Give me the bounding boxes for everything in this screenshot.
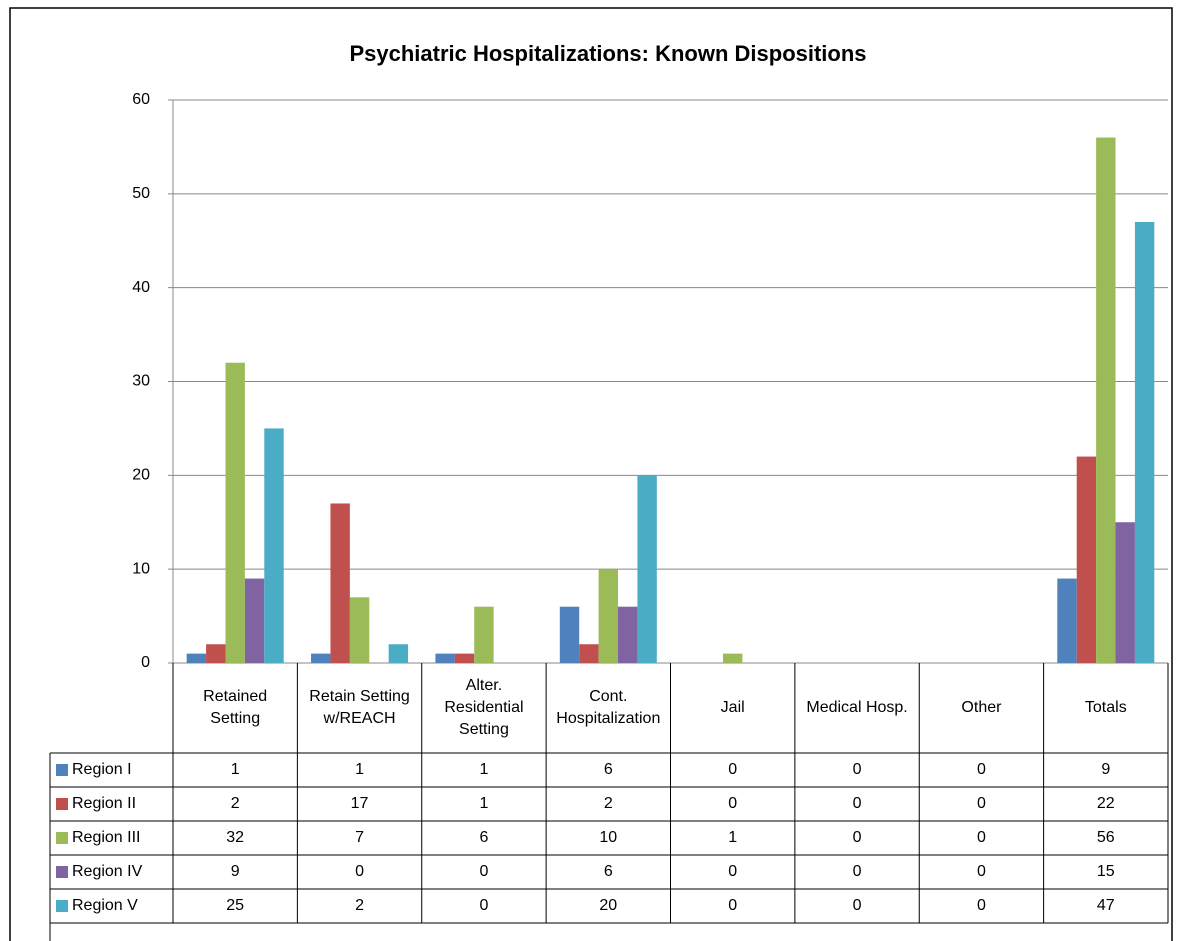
x-tick-label: Other (961, 699, 1002, 716)
bar (264, 428, 284, 663)
table-value: 6 (604, 761, 613, 778)
table-value: 1 (231, 761, 240, 778)
table-value: 0 (479, 897, 488, 914)
legend-label: Region II (72, 795, 136, 812)
table-value: 0 (728, 795, 737, 812)
x-tick-label: Totals (1084, 699, 1127, 716)
table-value: 0 (728, 897, 737, 914)
table-value: 0 (853, 795, 862, 812)
legend-swatch (56, 832, 68, 844)
bar (1115, 522, 1135, 663)
x-tick-label: Alter. Residential Setting (444, 677, 524, 738)
table-value: 0 (977, 795, 986, 812)
bar (579, 644, 599, 663)
table-value: 1 (728, 829, 737, 846)
y-tick-label: 0 (141, 654, 150, 671)
bar (598, 569, 619, 663)
table-value: 25 (226, 897, 244, 914)
table-value: 6 (604, 863, 613, 880)
bar (206, 644, 226, 663)
table-value: 9 (1101, 761, 1110, 778)
bar (474, 606, 494, 663)
table-value: 0 (977, 897, 986, 914)
y-tick-label: 20 (132, 467, 150, 484)
x-tick-label: Retain Setting w/REACH (309, 688, 410, 727)
legend-swatch (56, 764, 68, 776)
table-value: 1 (479, 795, 488, 812)
table-value: 0 (728, 863, 737, 880)
legend-swatch (56, 900, 68, 912)
bar (618, 606, 638, 663)
y-tick-label: 10 (132, 560, 150, 577)
table-value: 0 (977, 863, 986, 880)
bar (186, 653, 207, 663)
bar (225, 362, 245, 663)
y-tick-label: 60 (132, 91, 150, 108)
bar (637, 475, 657, 663)
table-value: 0 (479, 863, 488, 880)
chart-title: Psychiatric Hospitalizations: Known Disp… (349, 41, 866, 66)
chart-border (9, 7, 1173, 941)
y-tick-label: 30 (132, 373, 150, 390)
table-value: 7 (355, 829, 364, 846)
bar (1134, 221, 1155, 663)
x-tick-label: Jail (720, 699, 745, 716)
bar (1057, 578, 1077, 663)
table-value: 0 (977, 829, 986, 846)
bar (435, 653, 455, 663)
table-value: 0 (853, 897, 862, 914)
table-value: 9 (231, 863, 240, 880)
bar (454, 653, 475, 663)
legend-label: Region IV (72, 863, 143, 880)
legend-label: Region I (72, 761, 132, 778)
table-value: 0 (355, 863, 364, 880)
table-value: 17 (351, 795, 369, 812)
bar (311, 653, 331, 663)
table-value: 10 (599, 829, 617, 846)
legend-swatch (56, 866, 68, 878)
x-tick-label: Retained Setting (203, 688, 268, 727)
table-value: 1 (479, 761, 488, 778)
table-value: 6 (479, 829, 488, 846)
legend-label: Region III (72, 829, 140, 846)
bar (722, 653, 743, 663)
bar (1096, 137, 1116, 664)
bar (559, 606, 580, 663)
table-value: 0 (853, 761, 862, 778)
x-tick-label: Medical Hosp. (806, 699, 908, 716)
table-value: 2 (355, 897, 364, 914)
table-value: 20 (599, 897, 617, 914)
bar (1076, 456, 1097, 663)
table-value: 2 (604, 795, 613, 812)
y-tick-label: 40 (132, 279, 150, 296)
table-value: 0 (977, 761, 986, 778)
table-value: 1 (355, 761, 364, 778)
bar (244, 578, 265, 663)
table-value: 32 (226, 829, 244, 846)
table-value: 15 (1097, 863, 1115, 880)
legend-swatch (56, 798, 68, 810)
table-value: 47 (1097, 897, 1115, 914)
bar (349, 597, 370, 663)
table-value: 22 (1097, 795, 1115, 812)
y-tick-label: 50 (132, 185, 150, 202)
x-tick-label: Cont. Hospitalization (556, 688, 661, 727)
table-value: 2 (231, 795, 240, 812)
legend-label: Region V (72, 897, 138, 914)
table-value: 0 (853, 863, 862, 880)
table-value: 0 (853, 829, 862, 846)
table-value: 56 (1097, 829, 1115, 846)
bar (388, 644, 409, 663)
table-value: 0 (728, 761, 737, 778)
bar (330, 503, 350, 663)
